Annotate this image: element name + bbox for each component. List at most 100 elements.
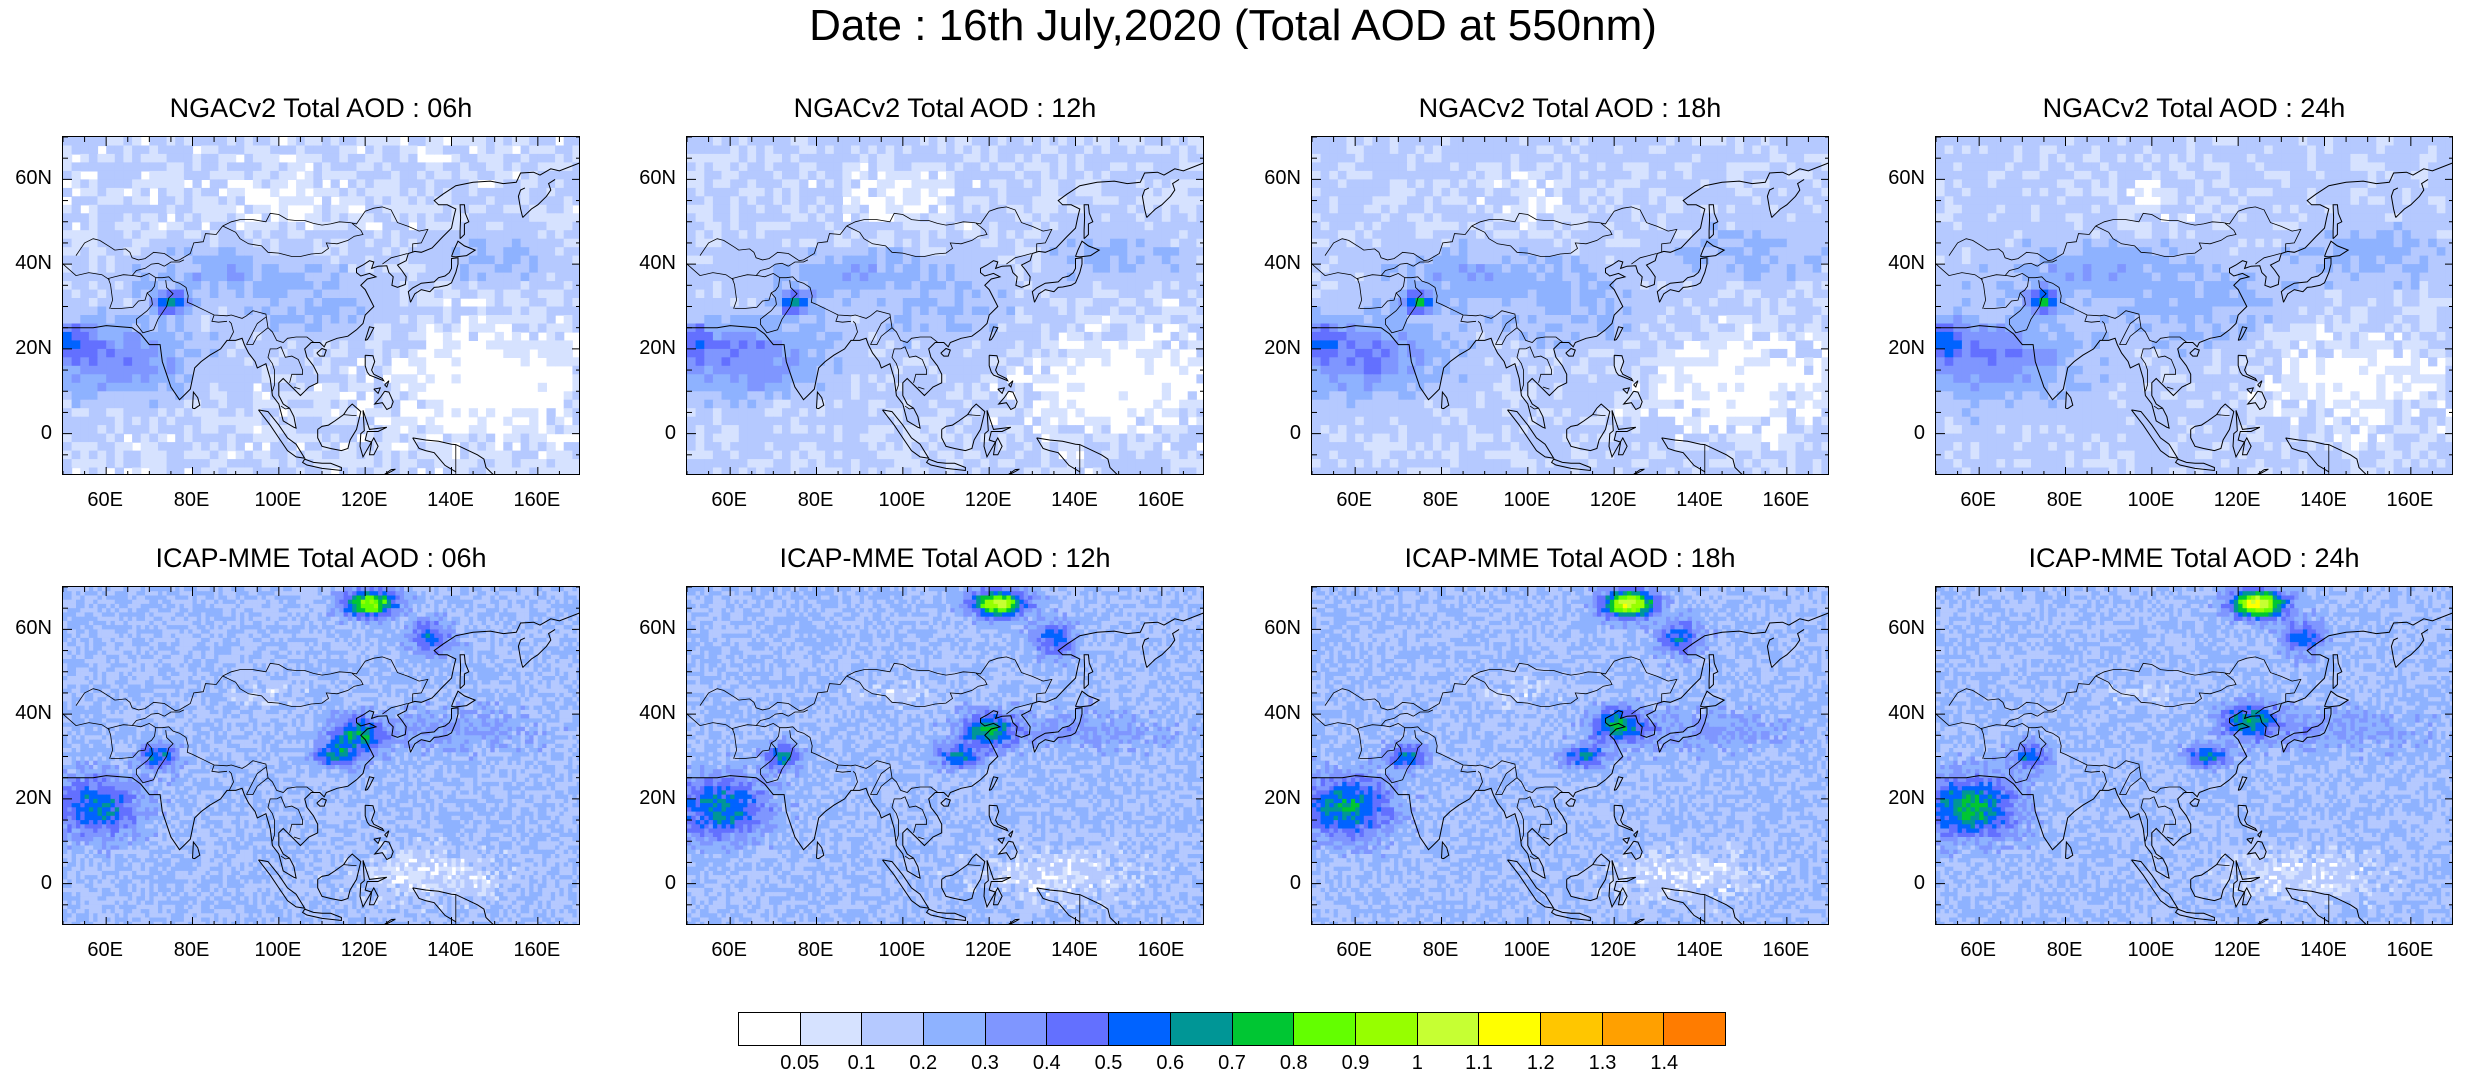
lat-tick-label: 60N (1875, 617, 1925, 639)
lat-tick-label: 40N (1875, 702, 1925, 724)
colorbar-label: 0.6 (1140, 1052, 1200, 1075)
lon-tick-label: 80E (2035, 939, 2095, 961)
lat-tick-label: 20N (2, 337, 52, 359)
lat-tick-label: 0 (626, 422, 676, 444)
lon-tick-label: 100E (872, 489, 932, 511)
lon-tick-label: 100E (2121, 489, 2181, 511)
lon-tick-label: 140E (1670, 489, 1730, 511)
lat-tick-label: 60N (1251, 167, 1301, 189)
lon-tick-label: 120E (1583, 939, 1643, 961)
lat-tick-label: 60N (1875, 167, 1925, 189)
lon-tick-label: 80E (2035, 489, 2095, 511)
lon-tick-label: 60E (1948, 489, 2008, 511)
lat-tick-label: 20N (2, 787, 52, 809)
lat-tick-label: 0 (2, 872, 52, 894)
colorbar-swatch (801, 1013, 863, 1045)
lon-tick-label: 140E (421, 939, 481, 961)
panel-title: ICAP-MME Total AOD : 06h (61, 542, 581, 574)
lon-tick-label: 60E (75, 489, 135, 511)
lon-tick-label: 160E (1756, 939, 1816, 961)
colorbar-swatch (1171, 1013, 1233, 1045)
lat-tick-label: 60N (626, 617, 676, 639)
colorbar-swatch (1233, 1013, 1295, 1045)
figure-title: Date : 16th July,2020 (Total AOD at 550n… (0, 0, 2466, 52)
lon-tick-label: 120E (2207, 939, 2267, 961)
panel-title: NGACv2 Total AOD : 06h (61, 92, 581, 124)
colorbar-swatch (1664, 1013, 1725, 1045)
lon-tick-label: 160E (2380, 489, 2440, 511)
lon-tick-label: 160E (507, 939, 567, 961)
lon-tick-label: 80E (786, 489, 846, 511)
lon-tick-label: 80E (162, 939, 222, 961)
lat-tick-label: 40N (2, 702, 52, 724)
lat-tick-label: 0 (1251, 422, 1301, 444)
lat-tick-label: 40N (626, 702, 676, 724)
lat-tick-label: 60N (626, 167, 676, 189)
colorbar-label: 0.1 (832, 1052, 892, 1075)
lon-tick-label: 120E (2207, 489, 2267, 511)
lon-tick-label: 60E (1324, 939, 1384, 961)
colorbar-label: 0.3 (955, 1052, 1015, 1075)
lat-tick-label: 40N (1251, 252, 1301, 274)
lon-tick-label: 100E (248, 939, 308, 961)
colorbar-label: 1 (1387, 1052, 1447, 1075)
aod-cells (63, 587, 580, 925)
aod-cells (1312, 587, 1829, 925)
ngac-aod-map (686, 136, 1204, 475)
lat-tick-label: 0 (2, 422, 52, 444)
colorbar-label: 1.2 (1511, 1052, 1571, 1075)
colorbar-swatch (1418, 1013, 1480, 1045)
lon-tick-label: 120E (958, 939, 1018, 961)
colorbar-label: 0.4 (1017, 1052, 1077, 1075)
aod-cells (1936, 137, 2453, 475)
ngac-aod-map (1311, 136, 1829, 475)
lat-tick-label: 0 (1875, 422, 1925, 444)
colorbar-label: 0.2 (893, 1052, 953, 1075)
lon-tick-label: 140E (2294, 939, 2354, 961)
aod-field (1936, 587, 2453, 925)
lon-tick-label: 140E (1045, 939, 1105, 961)
lat-tick-label: 20N (626, 787, 676, 809)
lat-tick-label: 40N (1875, 252, 1925, 274)
lat-tick-label: 40N (1251, 702, 1301, 724)
ngac-aod-map (1935, 136, 2453, 475)
lon-tick-label: 160E (1756, 489, 1816, 511)
lon-tick-label: 100E (2121, 939, 2181, 961)
colorbar-label: 0.7 (1202, 1052, 1262, 1075)
colorbar-label: 0.5 (1079, 1052, 1139, 1075)
lat-tick-label: 60N (1251, 617, 1301, 639)
lat-tick-label: 0 (626, 872, 676, 894)
lon-tick-label: 80E (1411, 939, 1471, 961)
lat-tick-label: 60N (2, 617, 52, 639)
lon-tick-label: 140E (1670, 939, 1730, 961)
aod-field (63, 137, 580, 475)
aod-field (1312, 587, 1829, 925)
lon-tick-label: 60E (1324, 489, 1384, 511)
colorbar-label: 0.05 (770, 1052, 830, 1075)
lon-tick-label: 160E (1131, 939, 1191, 961)
panel-title: NGACv2 Total AOD : 18h (1310, 92, 1830, 124)
lon-tick-label: 60E (75, 939, 135, 961)
lon-tick-label: 100E (248, 489, 308, 511)
lat-tick-label: 40N (626, 252, 676, 274)
lon-tick-label: 160E (1131, 489, 1191, 511)
colorbar-swatch (1603, 1013, 1665, 1045)
aod-cells (1312, 137, 1829, 475)
lon-tick-label: 120E (334, 939, 394, 961)
aod-field (687, 587, 1204, 925)
colorbar-swatch (1356, 1013, 1418, 1045)
aod-cells (63, 137, 580, 475)
aod-field (63, 587, 580, 925)
lon-tick-label: 160E (2380, 939, 2440, 961)
aod-cells (1936, 587, 2453, 925)
colorbar-swatch (986, 1013, 1048, 1045)
panel-title: ICAP-MME Total AOD : 12h (685, 542, 1205, 574)
lon-tick-label: 80E (1411, 489, 1471, 511)
aod-cells (687, 137, 1204, 475)
aod-field (1312, 137, 1829, 475)
lon-tick-label: 140E (2294, 489, 2354, 511)
lon-tick-label: 160E (507, 489, 567, 511)
colorbar-label: 0.9 (1326, 1052, 1386, 1075)
colorbar-label: 1.1 (1449, 1052, 1509, 1075)
lon-tick-label: 120E (958, 489, 1018, 511)
